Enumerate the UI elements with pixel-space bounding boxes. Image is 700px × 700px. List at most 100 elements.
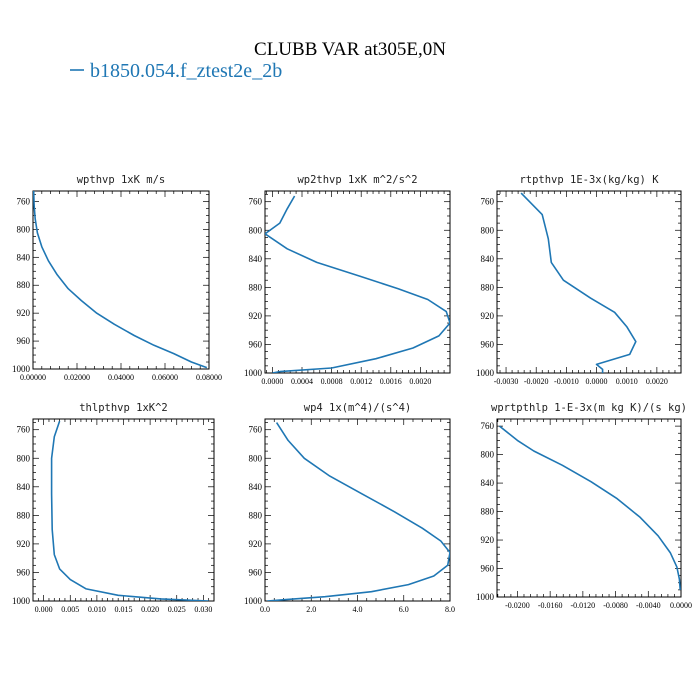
x-tick-label: -0.0160	[538, 601, 563, 610]
y-tick-label: 760	[249, 425, 263, 435]
plot-frame	[264, 190, 451, 374]
y-tick-label: 920	[17, 539, 31, 549]
x-tick-label: 0.025	[168, 605, 186, 614]
y-tick-label: 840	[17, 482, 31, 492]
y-tick-label: 760	[481, 421, 495, 431]
series-line	[520, 192, 637, 373]
x-tick-label: 0.06000	[152, 373, 178, 382]
y-tick-label: 880	[17, 280, 31, 290]
x-tick-label: 0.08000	[196, 373, 222, 382]
y-tick-label: 840	[249, 482, 263, 492]
series-line	[267, 422, 450, 601]
x-tick-label: 0.0004	[291, 377, 313, 386]
y-tick-label: 800	[481, 450, 495, 460]
y-tick-label: 1000	[244, 368, 263, 378]
series-line	[265, 195, 450, 373]
y-tick-label: 840	[481, 254, 495, 264]
chart-panel-5: wp4 1x(m^4)/(s^4) 0.0 2.0 4.0 6.0 8.0 760 800 84…	[244, 402, 455, 614]
x-tick-label: 0.020	[141, 605, 159, 614]
chart-panels: wpthvp 1xK m/s 0.00000 0.02000 0.04000 0.060…	[12, 174, 692, 614]
panel-title: wprtpthlp 1-E-3x(m kg K)/(s kg)	[491, 402, 687, 414]
y-tick-label: 960	[249, 339, 263, 349]
x-tick-label: -0.0200	[505, 601, 530, 610]
x-tick-label: 0.000	[35, 605, 53, 614]
x-tick-label: 0.010	[88, 605, 106, 614]
y-tick-label: 800	[17, 224, 31, 234]
y-tick-label: 880	[481, 507, 495, 517]
legend-label: b1850.054.f_ztest2e_2b	[90, 60, 282, 82]
y-tick-label: 960	[17, 336, 31, 346]
y-tick-label: 880	[481, 282, 495, 292]
x-tick-label: 0.0020	[646, 377, 668, 386]
x-tick-label: -0.0030	[494, 377, 519, 386]
y-tick-label: 920	[17, 308, 31, 318]
y-tick-label: 880	[17, 510, 31, 520]
y-tick-label: 840	[249, 254, 263, 264]
series-line	[499, 425, 681, 590]
y-tick-label: 960	[481, 339, 495, 349]
x-tick-label: 0.00000	[20, 373, 46, 382]
x-tick-label: 0.0000	[670, 601, 692, 610]
plot-frame	[496, 418, 682, 598]
y-tick-label: 800	[481, 225, 495, 235]
panel-title: wp4 1x(m^4)/(s^4)	[304, 402, 411, 414]
y-tick-label: 840	[481, 478, 495, 488]
y-tick-label: 960	[481, 564, 495, 574]
y-tick-label: 800	[17, 453, 31, 463]
y-tick-label: 1000	[476, 368, 495, 378]
x-tick-label: 0.02000	[64, 373, 90, 382]
panel-title: rtpthvp 1E-3x(kg/kg) K	[519, 174, 659, 186]
y-tick-label: 760	[17, 425, 31, 435]
panel-title: wpthvp 1xK m/s	[77, 174, 166, 186]
x-tick-label: 0.015	[115, 605, 133, 614]
chart-panel-1: wpthvp 1xK m/s 0.00000 0.02000 0.04000 0.060…	[12, 174, 222, 382]
y-tick-label: 880	[249, 510, 263, 520]
y-tick-label: 760	[481, 197, 495, 207]
y-tick-label: 760	[249, 197, 263, 207]
x-tick-label: 0.030	[194, 605, 212, 614]
x-tick-label: -0.0020	[524, 377, 549, 386]
x-tick-label: 0.005	[61, 605, 79, 614]
chart-panel-2: wp2thvp 1xK m^2/s^2 0.0000 0.0004 0.0008 0.0…	[244, 174, 451, 386]
y-tick-label: 920	[249, 539, 263, 549]
y-tick-label: 760	[17, 196, 31, 206]
series-line	[33, 191, 208, 369]
y-tick-label: 1000	[476, 592, 495, 602]
x-tick-label: 0.0020	[409, 377, 431, 386]
series-line	[50, 420, 209, 601]
y-tick-label: 800	[249, 453, 263, 463]
x-tick-label: -0.0120	[571, 601, 596, 610]
y-tick-label: 960	[17, 567, 31, 577]
y-tick-label: 920	[249, 311, 263, 321]
x-tick-label: 0.0016	[380, 377, 402, 386]
figure-legend: b1850.054.f_ztest2e_2b	[70, 60, 282, 82]
y-tick-label: 880	[249, 282, 263, 292]
x-tick-label: 0.0000	[586, 377, 608, 386]
x-tick-label: -0.0040	[636, 601, 661, 610]
x-tick-label: 0.0010	[616, 377, 638, 386]
x-tick-label: 2.0	[306, 605, 316, 614]
x-tick-label: -0.0010	[554, 377, 579, 386]
x-tick-label: 0.0000	[261, 377, 283, 386]
y-tick-label: 1000	[12, 364, 31, 374]
figure-title: CLUBB VAR at305E,0N	[254, 39, 446, 60]
plot-frame	[32, 418, 215, 602]
y-tick-label: 840	[17, 252, 31, 262]
plot-frame	[32, 190, 210, 370]
y-tick-label: 800	[249, 225, 263, 235]
y-tick-label: 920	[481, 311, 495, 321]
y-tick-label: 1000	[244, 596, 263, 606]
y-tick-label: 920	[481, 535, 495, 545]
x-tick-label: 6.0	[399, 605, 409, 614]
x-tick-label: 0.0008	[321, 377, 343, 386]
x-tick-label: 0.0	[260, 605, 270, 614]
panel-title: thlpthvp 1xK^2	[79, 402, 168, 414]
y-tick-label: 960	[249, 567, 263, 577]
chart-panel-4: thlpthvp 1xK^2 0.000 0.005 0.010 0.015 0.020 0…	[12, 402, 215, 614]
x-tick-label: -0.0080	[603, 601, 628, 610]
plot-frame	[496, 190, 682, 374]
x-tick-label: 0.0012	[350, 377, 372, 386]
chart-panel-6: wprtpthlp 1-E-3x(m kg K)/(s kg) -0.0200 -0…	[476, 402, 692, 610]
chart-panel-3: rtpthvp 1E-3x(kg/kg) K -0.0030 -0.0020 -0.0…	[476, 174, 682, 386]
